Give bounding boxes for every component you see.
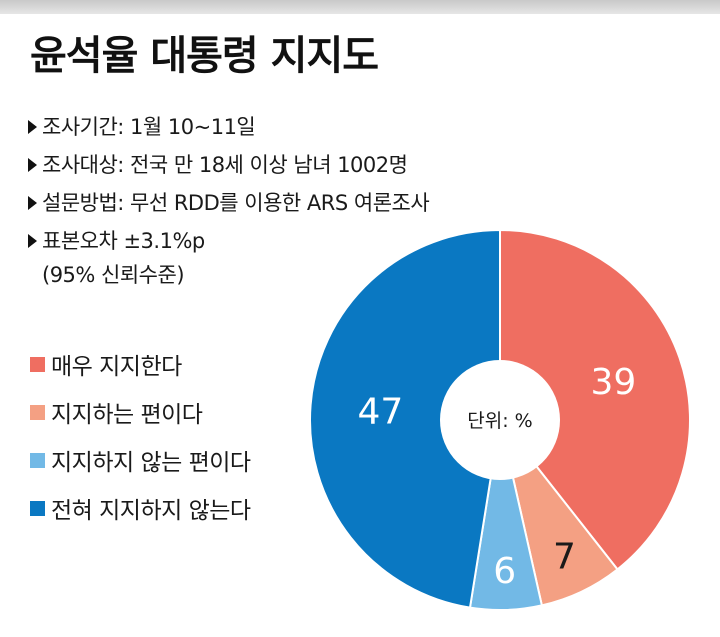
donut-hole bbox=[440, 360, 560, 480]
survey-info: 조사기간: 1월 10~11일 조사대상: 전국 만 18세 이상 남녀 100… bbox=[28, 108, 430, 290]
survey-period: 조사기간: 1월 10~11일 bbox=[28, 108, 429, 146]
chart-title: 윤석율 대통령 지지도 bbox=[30, 33, 379, 79]
slice-value-label: 39 bbox=[590, 362, 636, 403]
survey-error-text: 표본오차 ±3.1%p bbox=[42, 229, 205, 253]
slice-value-label: 7 bbox=[553, 536, 576, 577]
slice-value-label: 6 bbox=[493, 551, 516, 592]
unit-label: 단위: % bbox=[467, 410, 532, 432]
bullet-triangle-icon bbox=[28, 120, 37, 134]
slice-value-label: 47 bbox=[357, 391, 403, 432]
survey-target: 조사대상: 전국 만 18세 이상 남녀 1002명 bbox=[28, 146, 429, 184]
legend-item: 전혀 지지하지 않는다 bbox=[30, 484, 251, 532]
bullet-triangle-icon bbox=[28, 234, 37, 248]
legend-label: 전혀 지지하지 않는다 bbox=[51, 498, 251, 524]
survey-method-text: 설문방법: 무선 RDD를 이용한 ARS 여론조사 bbox=[42, 191, 430, 215]
survey-confidence: (95% 신뢰수준) bbox=[42, 263, 185, 287]
legend-item: 매우 지지한다 bbox=[30, 340, 251, 388]
survey-target-text: 조사대상: 전국 만 18세 이상 남녀 1002명 bbox=[42, 153, 408, 177]
legend-label: 지지하지 않는 편이다 bbox=[51, 450, 251, 476]
legend-swatch bbox=[30, 404, 45, 420]
survey-error: 표본오차 ±3.1%p bbox=[28, 222, 429, 260]
legend-item: 지지하는 편이다 bbox=[30, 388, 251, 436]
pie-slice bbox=[309, 228, 501, 609]
top-decor-bar bbox=[0, 0, 720, 14]
legend-label: 지지하는 편이다 bbox=[51, 402, 203, 428]
survey-method: 설문방법: 무선 RDD를 이용한 ARS 여론조사 bbox=[28, 184, 430, 222]
legend-label: 매우 지지한다 bbox=[51, 354, 182, 380]
survey-period-text: 조사기간: 1월 10~11일 bbox=[42, 115, 256, 139]
legend-swatch bbox=[30, 452, 45, 468]
bullet-triangle-icon bbox=[28, 158, 37, 172]
legend-item: 지지하지 않는 편이다 bbox=[30, 436, 251, 484]
legend-swatch bbox=[30, 356, 45, 372]
pie-slice bbox=[499, 228, 691, 571]
legend-swatch bbox=[30, 500, 45, 516]
bullet-triangle-icon bbox=[28, 196, 37, 210]
